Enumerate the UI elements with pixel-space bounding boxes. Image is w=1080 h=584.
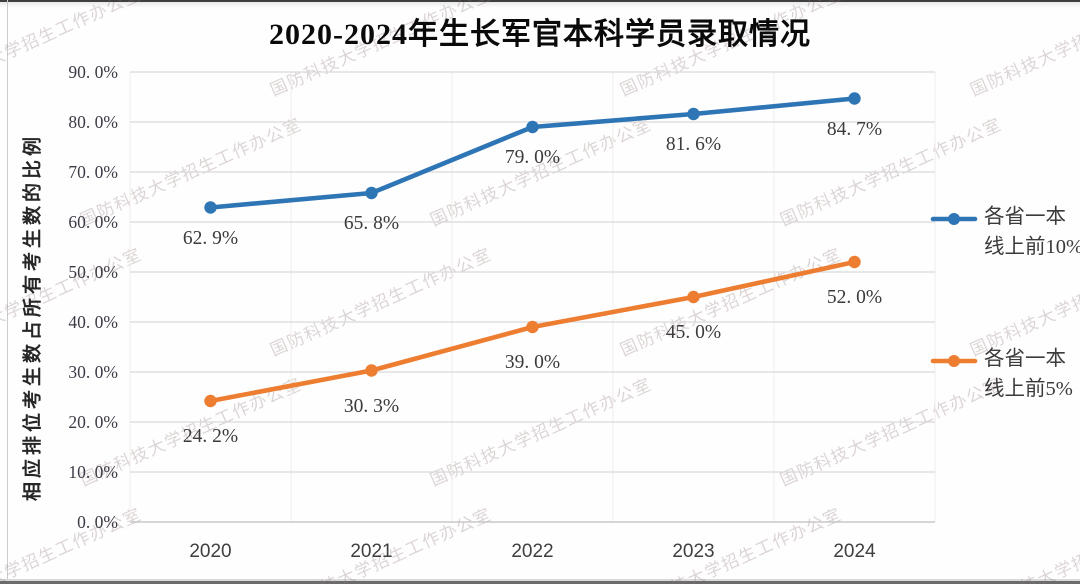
legend-label-line: 各省一本	[984, 348, 1066, 370]
left-border	[7, 0, 8, 584]
data-point	[526, 120, 539, 134]
data-point-label: 30. 3%	[343, 395, 400, 417]
data-point-label: 79. 0%	[504, 147, 561, 168]
y-axis-tick: 40. 0%	[68, 312, 118, 332]
x-axis-tick: 2023	[672, 541, 715, 562]
data-point-label: 65. 8%	[343, 213, 400, 234]
data-point	[848, 255, 861, 269]
legend-label: 各省一本线上前10%	[984, 203, 1080, 262]
legend-label-line: 线上前10%	[984, 235, 1080, 258]
legend-label: 各省一本线上前5%	[984, 345, 1073, 404]
chart-title: 2020-2024年生长军官本科学员录取情况	[269, 18, 811, 51]
bottom-border-shade	[0, 579, 1080, 581]
top-border-shade	[0, 2, 1080, 8]
x-axis-tick: 2024	[833, 541, 876, 562]
data-point	[365, 186, 378, 200]
data-point-label: 81. 6%	[665, 134, 722, 155]
legend-marker-icon	[930, 213, 978, 225]
x-axis-tick: 2020	[189, 541, 232, 562]
data-point-label: 39. 0%	[504, 352, 561, 373]
legend-item-top5: 各省一本线上前5%	[930, 345, 1078, 404]
bottom-border	[0, 581, 1080, 584]
legend-label-line: 各省一本	[984, 206, 1066, 228]
y-axis-title: 相应排位考生数占所有考生数的比例	[22, 132, 44, 502]
data-point-label: 62. 9%	[182, 227, 239, 249]
y-axis-tick: 70. 0%	[68, 162, 118, 182]
data-point-label: 52. 0%	[826, 287, 883, 308]
data-point	[687, 290, 700, 304]
y-axis-tick: 10. 0%	[68, 462, 118, 482]
legend-label-line: 线上前5%	[984, 377, 1073, 400]
y-axis-tick: 0. 0%	[77, 512, 118, 532]
y-axis-tick: 60. 0%	[68, 212, 118, 232]
y-axis-tick: 50. 0%	[68, 262, 118, 282]
y-axis-tick: 90. 0%	[68, 62, 118, 82]
y-axis-tick: 20. 0%	[68, 412, 118, 432]
data-point	[526, 320, 539, 334]
data-point	[848, 92, 861, 105]
y-axis-tick: 80. 0%	[68, 112, 118, 132]
y-axis-tick: 30. 0%	[68, 362, 118, 382]
data-point	[365, 364, 378, 377]
data-point	[204, 394, 217, 408]
x-axis-tick: 2021	[350, 541, 393, 562]
data-point-label: 84. 7%	[826, 118, 883, 140]
data-point-label: 45. 0%	[665, 322, 722, 343]
legend-marker-icon	[930, 355, 978, 367]
data-point-label: 24. 2%	[182, 426, 239, 447]
data-point	[204, 201, 217, 214]
top-border	[0, 0, 1080, 2]
legend-item-top10: 各省一本线上前10%	[930, 203, 1080, 262]
x-axis-tick: 2022	[511, 541, 554, 562]
data-point	[687, 107, 700, 121]
